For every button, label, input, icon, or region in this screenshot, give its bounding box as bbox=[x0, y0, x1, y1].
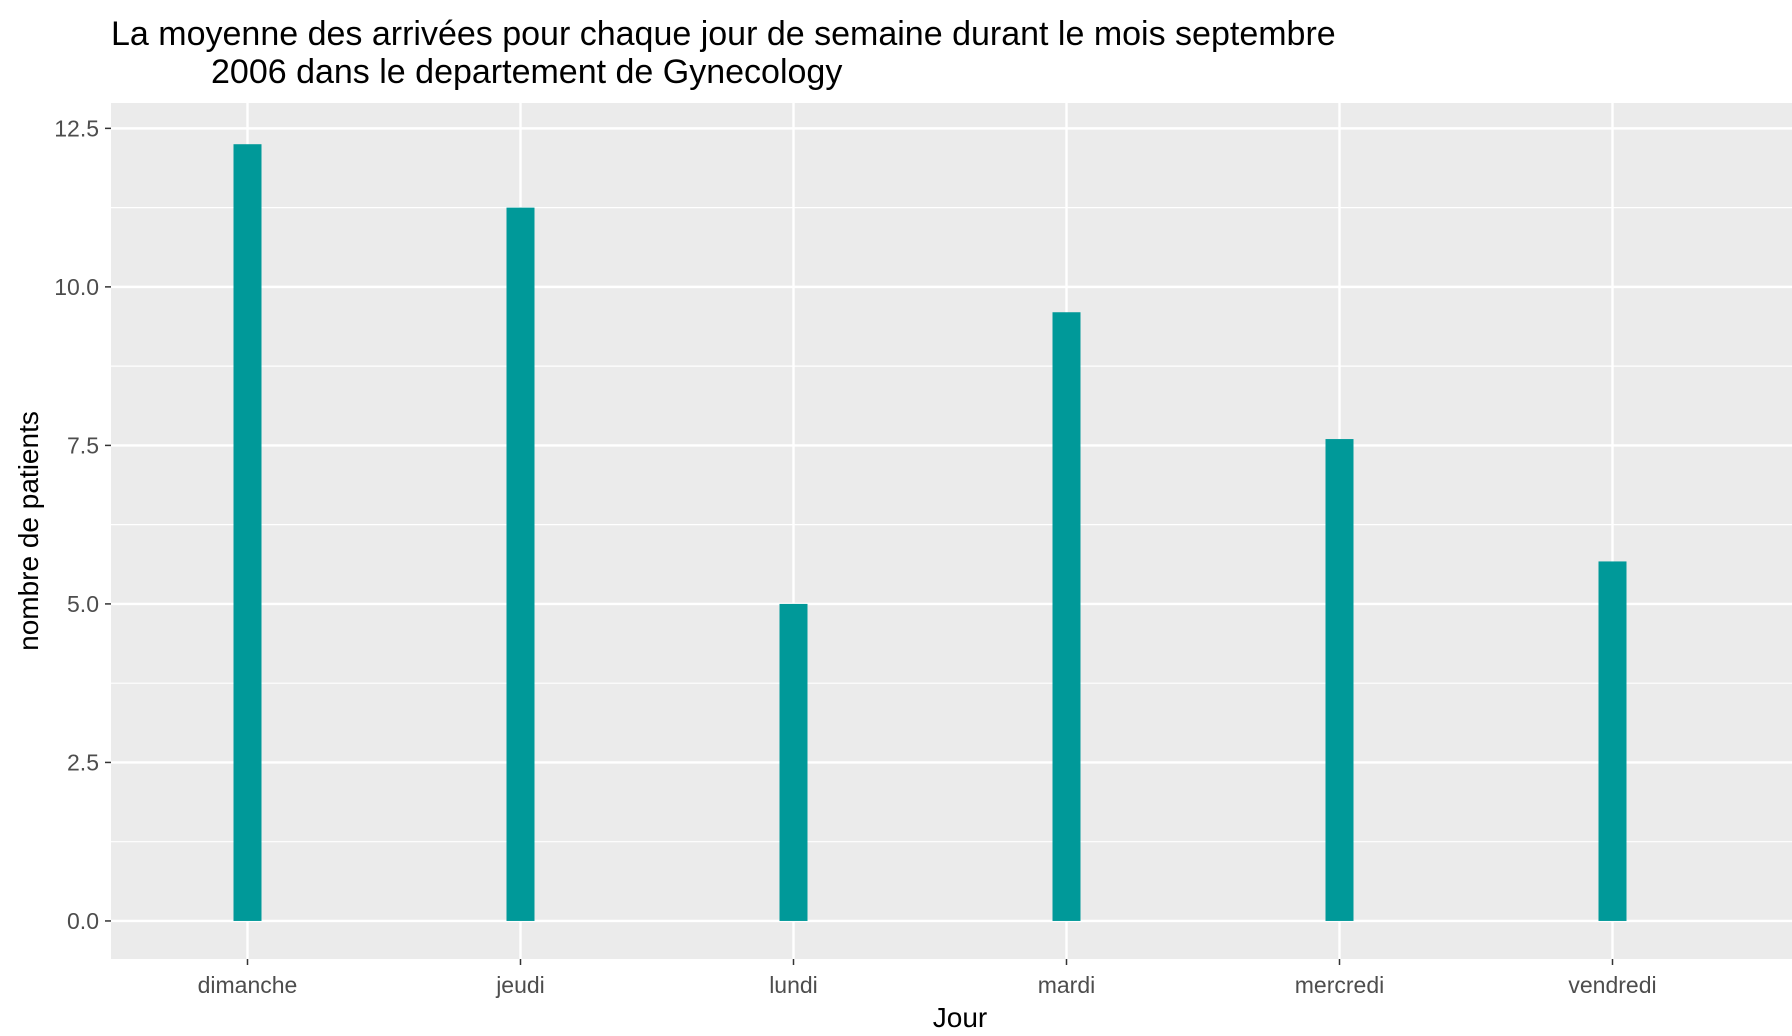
bar-dimanche bbox=[233, 144, 262, 921]
bar-mercredi bbox=[1325, 439, 1354, 921]
y-tick-label: 2.5 bbox=[67, 749, 99, 775]
x-tick-label-dimanche: dimanche bbox=[198, 972, 298, 998]
bar-mardi bbox=[1052, 312, 1081, 921]
x-tick-label-vendredi: vendredi bbox=[1568, 972, 1656, 998]
y-axis: 0.0 2.5 5.0 7.5 10.0 12.5 bbox=[54, 115, 111, 934]
x-tick-label-mercredi: mercredi bbox=[1295, 972, 1384, 998]
y-tick-label: 5.0 bbox=[67, 591, 99, 617]
y-tick-label: 0.0 bbox=[67, 908, 99, 934]
x-tick-label-lundi: lundi bbox=[769, 972, 818, 998]
y-tick-label: 7.5 bbox=[67, 432, 99, 458]
x-axis: dimanche jeudi lundi mardi mercredi vendredi bbox=[198, 959, 1657, 998]
bar-lundi bbox=[779, 603, 808, 921]
chart-title-line-2: 2006 dans le departement de Gynecology bbox=[211, 53, 842, 91]
y-tick-label: 12.5 bbox=[54, 115, 99, 141]
x-axis-title: Jour bbox=[933, 1002, 987, 1033]
bar-jeudi bbox=[506, 207, 535, 921]
bars bbox=[233, 144, 1627, 921]
x-tick-label-jeudi: jeudi bbox=[495, 972, 545, 998]
bar-vendredi bbox=[1598, 561, 1627, 921]
y-axis-title: nombre de patients bbox=[13, 411, 44, 651]
plot-panel bbox=[111, 103, 1792, 959]
y-tick-label: 10.0 bbox=[54, 274, 99, 300]
chart-title-line-1: La moyenne des arrivées pour chaque jour… bbox=[111, 15, 1336, 53]
x-tick-label-mardi: mardi bbox=[1038, 972, 1096, 998]
